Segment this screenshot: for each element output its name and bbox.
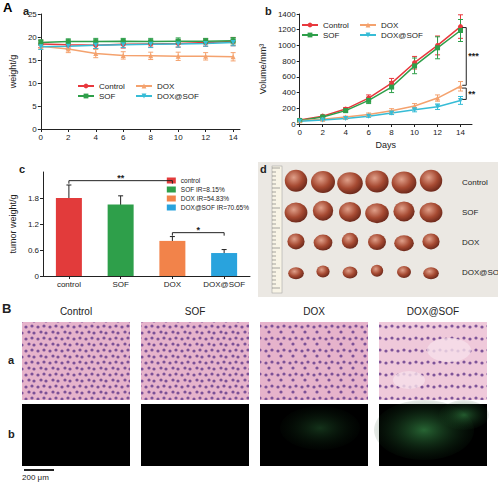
svg-text:DOX@SOF: DOX@SOF xyxy=(462,268,498,277)
svg-text:DOX IR=54.83%: DOX IR=54.83% xyxy=(181,195,229,202)
svg-text:0: 0 xyxy=(39,133,44,142)
svg-text:weight/g: weight/g xyxy=(8,55,18,90)
svg-text:1.8: 1.8 xyxy=(28,194,40,203)
svg-text:tumor weight/g: tumor weight/g xyxy=(8,194,18,253)
svg-text:**: ** xyxy=(117,173,125,183)
svg-text:0: 0 xyxy=(32,125,37,134)
svg-text:0: 0 xyxy=(35,272,40,281)
svg-text:6: 6 xyxy=(121,133,126,142)
svg-text:6: 6 xyxy=(366,128,371,137)
svg-text:10: 10 xyxy=(174,133,183,142)
svg-text:SOF: SOF xyxy=(99,92,116,101)
svg-text:2: 2 xyxy=(320,128,325,137)
svg-text:***: *** xyxy=(468,51,479,61)
svg-text:*: * xyxy=(196,225,200,235)
svg-text:1000: 1000 xyxy=(278,41,296,50)
svg-text:a: a xyxy=(23,5,30,17)
svg-text:DOX: DOX xyxy=(164,280,182,289)
svg-text:0: 0 xyxy=(291,120,296,129)
svg-text:DOX: DOX xyxy=(157,82,175,91)
svg-text:DOX: DOX xyxy=(303,306,325,317)
svg-text:Control: Control xyxy=(323,21,349,30)
svg-text:10: 10 xyxy=(410,128,419,137)
html-text:A: A xyxy=(3,0,13,15)
svg-text:1200: 1200 xyxy=(278,25,296,34)
svg-text:12: 12 xyxy=(433,128,442,137)
svg-text:1400: 1400 xyxy=(278,10,296,19)
svg-text:200 μm: 200 μm xyxy=(22,473,49,482)
svg-text:DOX@SOF IR=70.65%: DOX@SOF IR=70.65% xyxy=(181,204,249,211)
svg-text:1.2: 1.2 xyxy=(28,220,40,229)
svg-text:4: 4 xyxy=(343,128,348,137)
svg-text:DOX: DOX xyxy=(381,21,399,30)
svg-text:8: 8 xyxy=(389,128,394,137)
svg-text:0: 0 xyxy=(297,128,302,137)
svg-text:a: a xyxy=(8,354,15,366)
svg-text:control: control xyxy=(181,177,201,184)
svg-text:800: 800 xyxy=(282,57,296,66)
svg-text:B: B xyxy=(2,301,11,316)
svg-text:Control: Control xyxy=(462,178,488,187)
svg-text:Days: Days xyxy=(376,140,397,150)
svg-text:14: 14 xyxy=(229,133,238,142)
svg-text:**: ** xyxy=(468,89,476,99)
svg-text:c: c xyxy=(19,163,25,175)
svg-text:0.6: 0.6 xyxy=(28,246,40,255)
svg-text:DOX: DOX xyxy=(462,238,480,247)
svg-text:Control: Control xyxy=(99,82,125,91)
svg-text:SOF: SOF xyxy=(185,306,206,317)
svg-text:20: 20 xyxy=(28,33,37,42)
svg-text:DOX@SOF: DOX@SOF xyxy=(407,306,459,317)
svg-text:DOX@SOF: DOX@SOF xyxy=(203,280,245,289)
svg-text:10: 10 xyxy=(28,79,37,88)
svg-text:14: 14 xyxy=(456,128,465,137)
svg-text:d: d xyxy=(260,163,267,175)
svg-text:8: 8 xyxy=(148,133,153,142)
svg-text:b: b xyxy=(265,5,272,17)
svg-text:b: b xyxy=(8,428,15,440)
svg-text:2: 2 xyxy=(66,133,71,142)
svg-text:DOX@SOF: DOX@SOF xyxy=(381,31,423,40)
svg-text:Volume/mm³: Volume/mm³ xyxy=(258,44,268,95)
svg-text:15: 15 xyxy=(28,56,37,65)
svg-text:SOF IR=8.15%: SOF IR=8.15% xyxy=(181,186,225,193)
svg-text:600: 600 xyxy=(282,72,296,81)
svg-text:SOF: SOF xyxy=(462,208,479,217)
svg-text:4: 4 xyxy=(94,133,99,142)
svg-text:400: 400 xyxy=(282,88,296,97)
svg-text:12: 12 xyxy=(201,133,210,142)
svg-text:SOF: SOF xyxy=(112,280,129,289)
svg-text:control: control xyxy=(57,280,81,289)
svg-text:Control: Control xyxy=(60,306,92,317)
svg-text:DOX@SOF: DOX@SOF xyxy=(157,92,199,101)
svg-text:SOF: SOF xyxy=(323,31,340,40)
svg-text:5: 5 xyxy=(32,102,37,111)
svg-text:25: 25 xyxy=(28,10,37,19)
svg-text:200: 200 xyxy=(282,104,296,113)
